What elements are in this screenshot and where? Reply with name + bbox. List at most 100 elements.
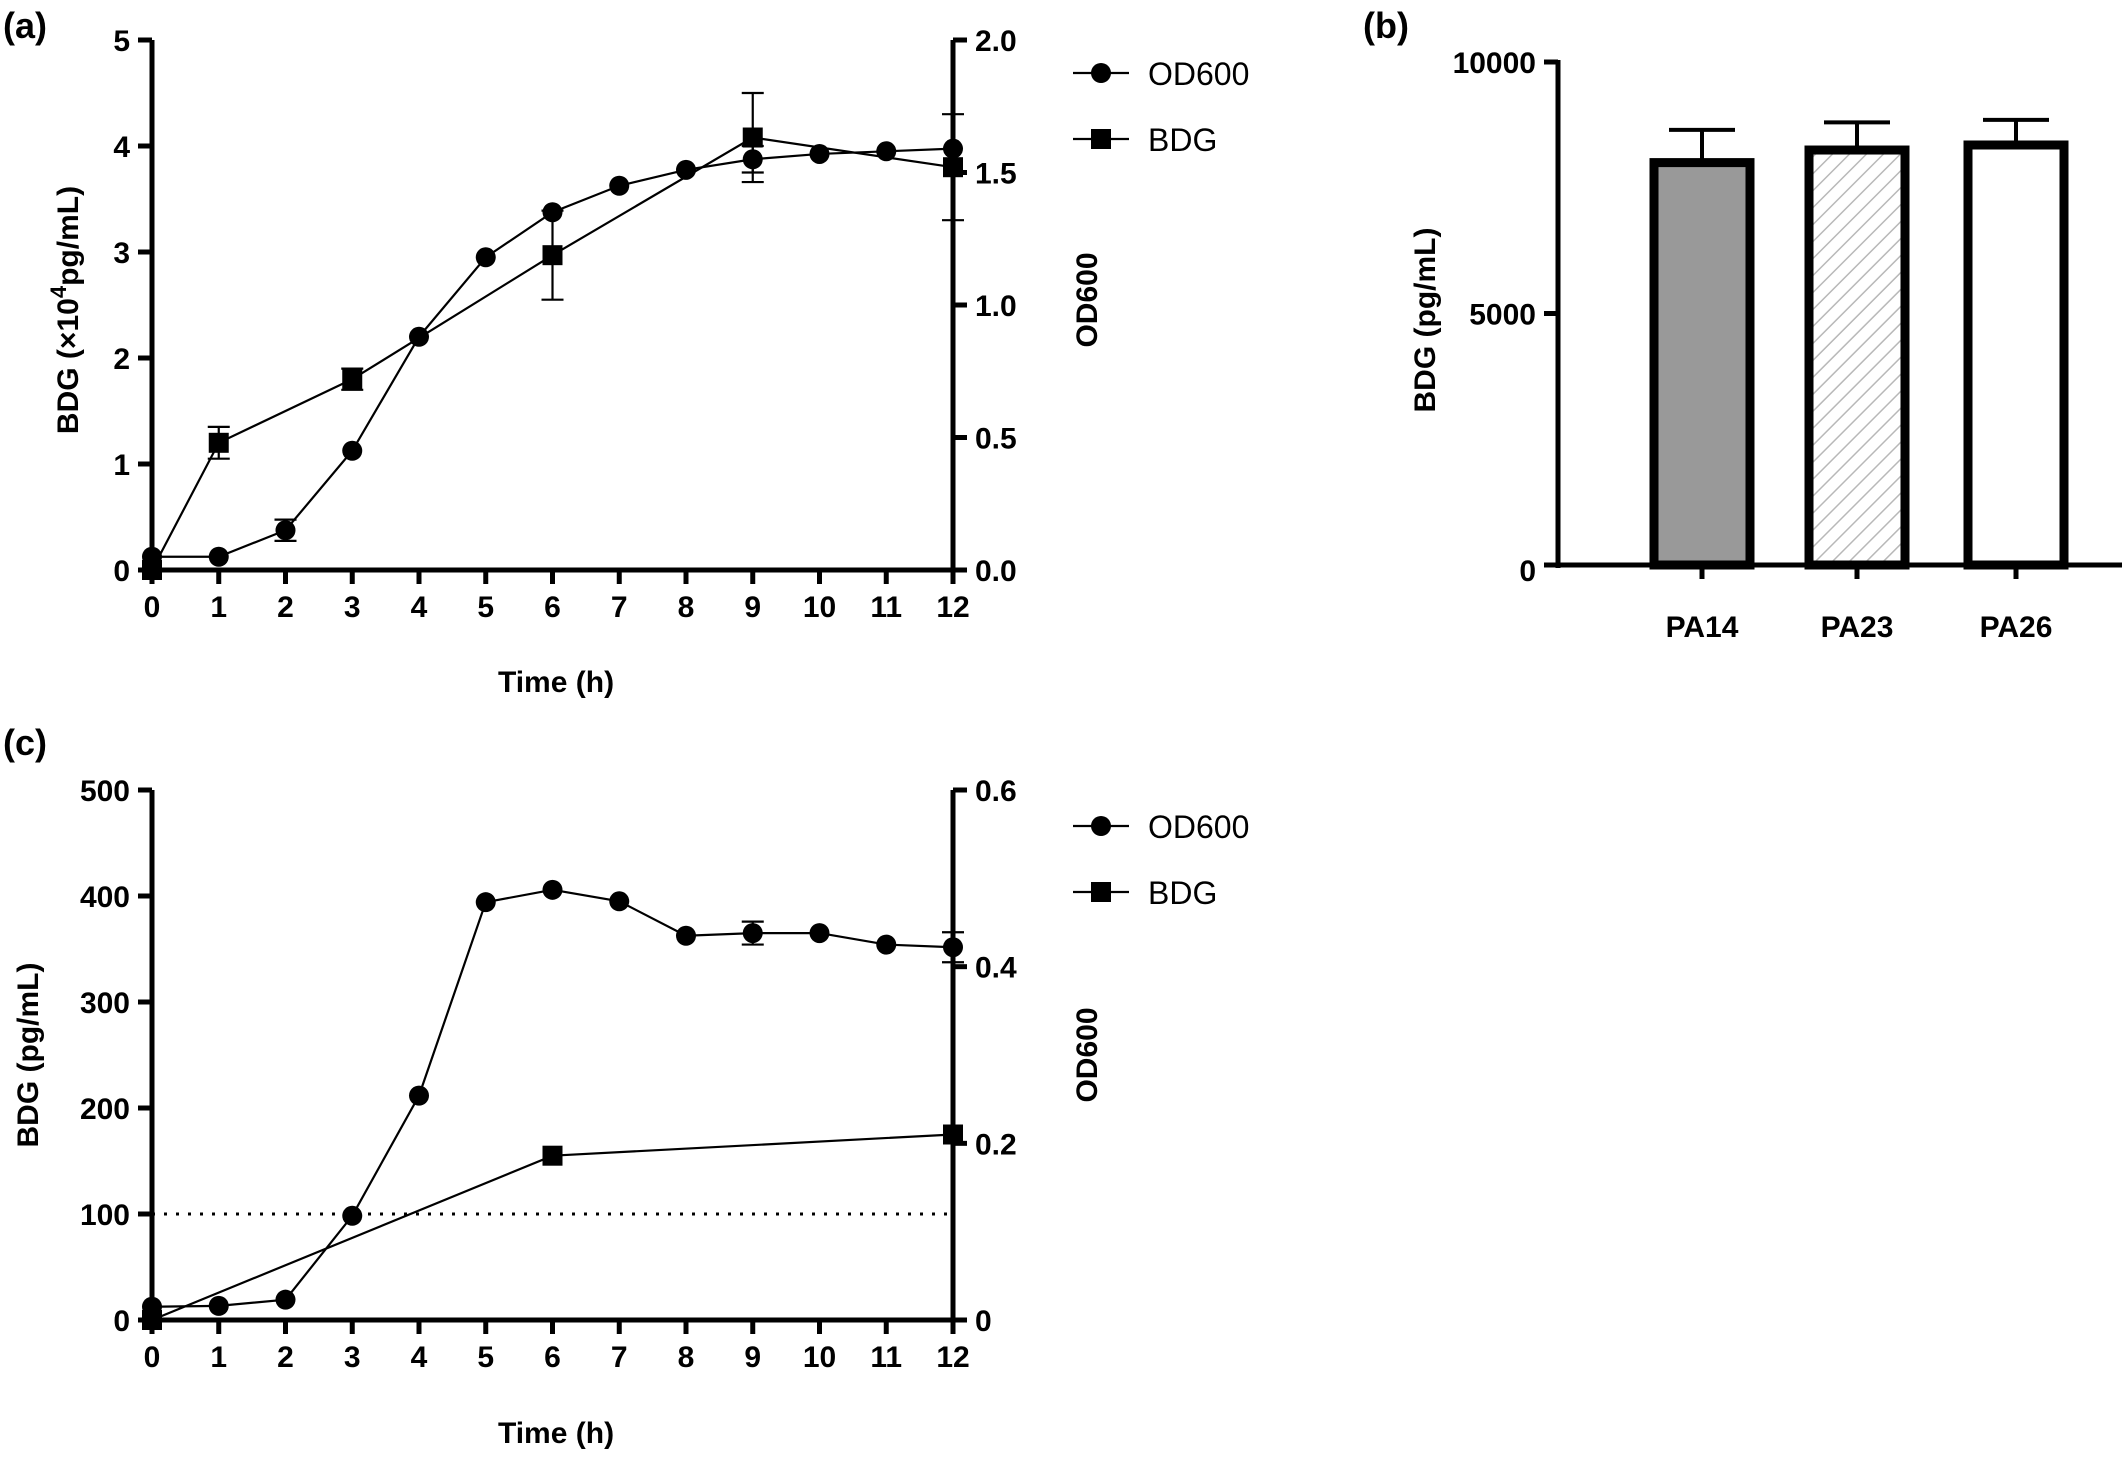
right-y-tick-label: 0.6 — [975, 775, 1017, 808]
bdg-data-point — [542, 245, 563, 266]
bdg-data-point — [142, 560, 162, 580]
y-tick-label: 0 — [1519, 555, 1536, 588]
panel-a-line-chart: (a) 0 1 2 3 4 5 6 7 8 9 10 11 120123450.00.51.01.52.… — [3, 5, 1249, 699]
panel-a-x-axis-title: Time (h) — [498, 666, 614, 699]
bdg-data-point — [542, 1145, 563, 1166]
od600-data-point — [742, 923, 763, 944]
x-tick-label: 1 — [210, 591, 227, 624]
left-y-tick-label: 3 — [113, 237, 130, 270]
legend-circle-marker — [1091, 816, 1111, 836]
right-y-tick-label: 0.4 — [975, 952, 1017, 985]
od600-data-point — [475, 247, 496, 268]
bdg-data-point — [943, 1124, 963, 1145]
x-tick-label: 3 — [344, 1341, 361, 1374]
od600-series-line — [151, 888, 954, 1308]
category-label-pa14: PA14 — [1666, 611, 1739, 644]
x-tick-label: 0 — [144, 1341, 161, 1374]
od600-data-point — [542, 879, 563, 900]
od600-data-point — [676, 925, 696, 946]
x-tick-label: 11 — [870, 591, 902, 624]
bar-pa23 — [1804, 145, 1910, 570]
right-y-tick-label: 2.0 — [975, 25, 1017, 58]
legend-label-bdg: BDG — [1148, 875, 1217, 911]
panel-b-label: (b) — [1363, 5, 1409, 46]
x-tick-label: 4 — [411, 1341, 428, 1374]
right-y-tick-label: 1.0 — [975, 290, 1017, 323]
left-y-tick-label: 200 — [80, 1093, 130, 1126]
left-y-tick-label: 2 — [113, 343, 130, 376]
od600-data-point — [943, 937, 963, 958]
category-label-pa26: PA26 — [1980, 611, 2053, 644]
left-y-tick-label: 4 — [113, 131, 130, 164]
bdg-data-point — [342, 369, 363, 390]
left-y-tick-label: 0 — [113, 555, 130, 588]
right-y-tick-label: 0 — [975, 1305, 992, 1338]
x-tick-label: 5 — [477, 591, 494, 624]
panel-c-y-axis-title: BDG (pg/mL) — [12, 963, 45, 1148]
panel-c-x-axis-title: Time (h) — [498, 1417, 614, 1450]
y-tick-label: 10000 — [1453, 47, 1536, 80]
bar-pa26 — [1963, 140, 2069, 570]
legend-square-marker — [1091, 882, 1111, 902]
legend-label-od600: OD600 — [1148, 56, 1249, 92]
x-tick-label: 8 — [678, 591, 695, 624]
panel-b-y-axis-title: BDG (pg/mL) — [1409, 228, 1442, 413]
bdg-series-line — [151, 136, 954, 571]
left-y-tick-label: 1 — [113, 449, 130, 482]
left-y-tick-label: 400 — [80, 881, 130, 914]
x-tick-label: 12 — [936, 591, 969, 624]
bdg-data-point — [943, 157, 963, 178]
panel-a-label: (a) — [3, 5, 47, 46]
x-tick-label: 4 — [411, 591, 428, 624]
x-tick-label: 10 — [803, 1341, 836, 1374]
panel-a-y-axis-title-superscript: 4 — [46, 285, 71, 298]
od600-data-point — [208, 1295, 229, 1316]
panel-c-line-chart: (c) 0 1 2 3 4 5 6 7 8 9 10 11 12010020030040050000.2… — [3, 722, 1249, 1450]
x-tick-label: 7 — [611, 1341, 628, 1374]
od600-data-point — [876, 934, 897, 955]
panel-a-y2-axis-title: OD600 — [1071, 252, 1104, 347]
panel-c-label: (c) — [3, 722, 47, 763]
od600-data-point — [609, 175, 630, 196]
right-y-tick-label: 1.5 — [975, 158, 1017, 191]
x-tick-label: 9 — [744, 1341, 761, 1374]
panel-a-y-axis-title-main: BDG (×10 — [52, 298, 85, 434]
panel-a-y-axis-title: BDG (×104pg/mL) — [46, 186, 85, 434]
od600-data-point — [275, 1289, 296, 1310]
x-tick-label: 2 — [277, 1341, 294, 1374]
right-y-tick-label: 0.2 — [975, 1128, 1017, 1161]
od600-data-point — [342, 1205, 363, 1226]
bdg-data-point — [142, 1310, 162, 1330]
od600-data-point — [475, 892, 496, 913]
panel-c-y2-axis-title: OD600 — [1071, 1007, 1104, 1102]
legend-label-od600: OD600 — [1148, 809, 1249, 845]
category-label-pa23: PA23 — [1821, 611, 1894, 644]
left-y-tick-label: 0 — [113, 1305, 130, 1338]
left-y-tick-label: 500 — [80, 775, 130, 808]
x-tick-label: 3 — [344, 591, 361, 624]
od600-data-point — [208, 546, 229, 567]
x-tick-label: 11 — [870, 1341, 902, 1374]
x-tick-label: 8 — [678, 1341, 695, 1374]
x-tick-label: 6 — [544, 1341, 561, 1374]
x-tick-label: 7 — [611, 591, 628, 624]
left-y-tick-label: 5 — [113, 25, 130, 58]
right-y-tick-label: 0.5 — [975, 423, 1017, 456]
panel-b-bar-chart: (b) 0 5000 10000 PA14 PA23 PA26 BDG (pg/mL) — [1363, 5, 2122, 644]
legend-square-marker — [1091, 129, 1111, 149]
od600-data-point — [275, 520, 296, 541]
x-tick-label: 9 — [744, 591, 761, 624]
x-tick-label: 1 — [210, 1341, 227, 1374]
x-tick-label: 2 — [277, 591, 294, 624]
legend-label-bdg: BDG — [1148, 122, 1217, 158]
left-y-tick-label: 100 — [80, 1199, 130, 1232]
bar-pa14 — [1649, 158, 1755, 570]
left-y-tick-label: 300 — [80, 987, 130, 1020]
bdg-data-point — [742, 127, 763, 148]
od600-data-point — [809, 923, 830, 944]
legend-circle-marker — [1091, 63, 1111, 83]
x-tick-label: 12 — [936, 1341, 969, 1374]
od600-data-point — [342, 440, 363, 461]
y-tick-label: 5000 — [1469, 299, 1536, 332]
